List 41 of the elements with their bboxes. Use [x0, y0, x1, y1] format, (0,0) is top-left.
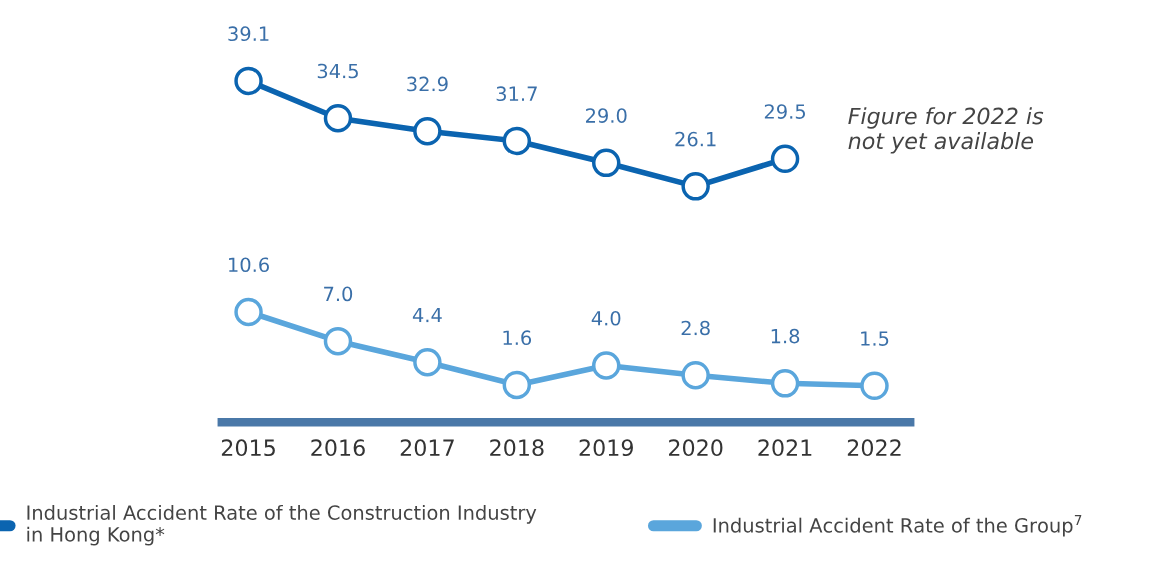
- x-tick-label: 2022: [847, 439, 901, 457]
- data-label: 26.1: [675, 131, 716, 147]
- legend-label: Industrial Accident Rate of the Group$^{7}$: [713, 515, 1082, 537]
- x-tick-label: 2019: [579, 439, 633, 457]
- point: [413, 348, 442, 377]
- x-tick-label: 2021: [758, 439, 812, 457]
- point: [234, 66, 263, 96]
- data-label: 34.5: [317, 63, 358, 79]
- x-tick-label: 2015: [221, 439, 275, 457]
- x-tick-label: 2020: [669, 439, 723, 457]
- data-label: 32.9: [407, 76, 448, 92]
- point: [770, 369, 800, 398]
- point: [770, 144, 800, 174]
- data-label: 1.6: [503, 330, 532, 346]
- data-label: 4.0: [591, 310, 621, 326]
- point: [413, 116, 442, 146]
- data-label: 10.6: [229, 257, 269, 273]
- data-label: 4.4: [412, 307, 442, 323]
- data-label: 7.0: [324, 286, 353, 302]
- data-label: 29.5: [764, 104, 806, 119]
- data-label: 31.7: [496, 86, 537, 102]
- point: [234, 297, 263, 327]
- data-label: 2.8: [681, 320, 710, 336]
- point: [323, 103, 353, 133]
- x-tick-label: 2018: [490, 439, 544, 457]
- point: [860, 371, 889, 401]
- x-tick-label: 2017: [400, 439, 454, 457]
- point: [323, 326, 353, 356]
- point: [591, 351, 621, 380]
- legend-label: Industrial Accident Rate of the Construction Industry in Hong Kong*: [27, 504, 537, 546]
- point: [591, 148, 621, 178]
- point: [502, 126, 532, 156]
- point: [502, 370, 532, 400]
- x-tick-label: 2016: [311, 439, 365, 457]
- point: [681, 172, 710, 201]
- data-label: 39.1: [228, 26, 269, 42]
- data-label: 29.0: [586, 108, 627, 123]
- annotation: Figure for 2022 is not yet available: [848, 107, 1044, 154]
- data-label: 1.8: [771, 328, 800, 344]
- data-label: 1.5: [861, 331, 889, 346]
- point: [681, 360, 710, 390]
